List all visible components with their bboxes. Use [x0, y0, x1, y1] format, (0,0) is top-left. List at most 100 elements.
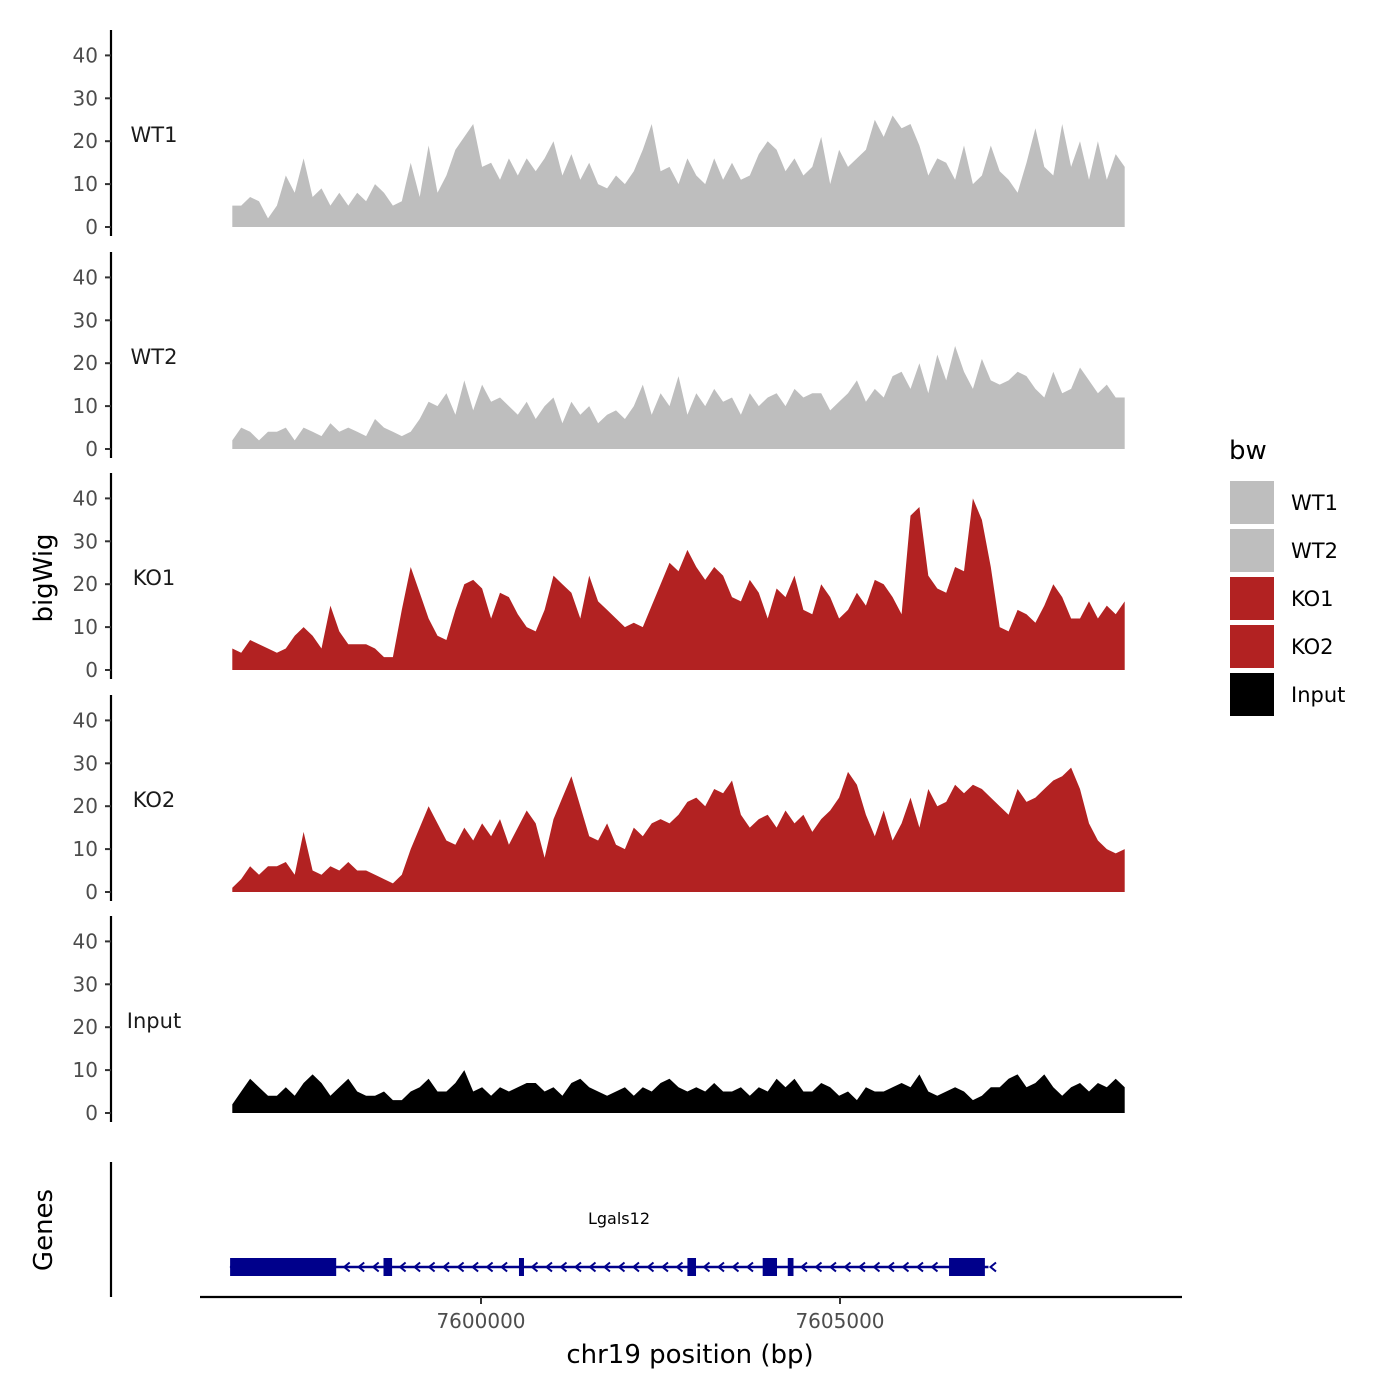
gene-exon-1 — [230, 1258, 337, 1276]
gene-strand-chevron-6 — [442, 1261, 450, 1273]
track-wt1-y-tick-label-30: 30 — [73, 86, 98, 110]
track-ko2-y-tick-label-0: 0 — [85, 880, 98, 904]
signal-tracks: 0 10 20 30 40 WT1 0 10 20 30 40 WT2 0 10 20 30 40 KO1 0 10 2… — [73, 30, 1125, 1125]
legend-label-ko2: KO2 — [1291, 635, 1334, 659]
gene-end-chevron-1 — [988, 1261, 997, 1273]
legend-key-ko1 — [1230, 577, 1274, 620]
gene-strand-chevron-10 — [500, 1261, 508, 1273]
gene-strand-chevron-30 — [857, 1261, 866, 1273]
track-wt2-y-tick-label-10: 10 — [73, 394, 98, 418]
gene-strand-chevron-7 — [456, 1261, 465, 1273]
y-axis-title: bigWig — [29, 533, 59, 622]
gene-strand-chevron-14 — [573, 1261, 582, 1273]
track-wt1-y-tick-label-20: 20 — [73, 129, 98, 153]
track-wt1-y-tick-label-40: 40 — [73, 43, 98, 67]
gene-strand-chevron-27 — [814, 1261, 823, 1273]
track-wt2-y-tick-label-0: 0 — [85, 437, 98, 461]
track-ko1: 0 10 20 30 40 KO1 — [73, 473, 1125, 682]
gene-model — [229, 1258, 997, 1276]
legend-title: bw — [1229, 436, 1267, 466]
gene-strand-chevron-17 — [617, 1261, 626, 1273]
track-ko1-label: KO1 — [133, 566, 176, 590]
track-input-y-tick-label-20: 20 — [73, 1015, 98, 1039]
gene-strand-chevron-26 — [799, 1261, 808, 1273]
track-wt1-label: WT1 — [131, 123, 178, 147]
gene-strand-chevron-8 — [471, 1261, 479, 1273]
track-wt2-y-tick-label-20: 20 — [73, 351, 98, 375]
track-wt2-y-tick-label-40: 40 — [73, 265, 98, 289]
track-ko2-y-tick-label-30: 30 — [73, 751, 98, 775]
gene-strand-chevron-19 — [646, 1261, 655, 1273]
track-wt1-y-tick-label-10: 10 — [73, 172, 98, 196]
gene-strand-chevron-11 — [530, 1261, 539, 1273]
track-wt1-y-tick-label-0: 0 — [85, 215, 98, 239]
track-ko1-y-tick-label-30: 30 — [73, 529, 98, 553]
genes-panel: Genes Lgals12 — [29, 1162, 997, 1297]
gene-strand-chevron-3 — [398, 1261, 407, 1273]
gene-strand-chevron-5 — [427, 1261, 436, 1273]
gene-strand-chevron-21 — [675, 1261, 684, 1273]
track-input-y-tick-label-30: 30 — [73, 972, 98, 996]
gene-strand-chevron-23 — [716, 1261, 725, 1273]
legend-label-input: Input — [1291, 683, 1345, 707]
legend-key-wt2 — [1230, 529, 1274, 572]
gene-exon-6 — [787, 1258, 794, 1276]
gene-strand-chevron-25 — [745, 1261, 754, 1273]
gene-exon-5 — [762, 1258, 778, 1276]
gene-strand-chevron-9 — [485, 1261, 494, 1273]
genes-axis-title: Genes — [29, 1189, 59, 1271]
track-input-y-tick-label-0: 0 — [85, 1101, 98, 1125]
track-ko1-y-tick-label-20: 20 — [73, 572, 98, 596]
gene-strand-chevron-12 — [544, 1261, 553, 1273]
x-axis: 7600000 7605000 chr19 position (bp) — [200, 1295, 1182, 1370]
track-input: 0 10 20 30 40 Input — [73, 916, 1125, 1125]
gene-strand-chevron-13 — [559, 1261, 568, 1273]
gene-strand-chevron-31 — [872, 1261, 881, 1273]
track-input-label: Input — [127, 1009, 181, 1033]
gene-strand-chevron-22 — [702, 1261, 711, 1273]
track-wt2-area — [232, 346, 1125, 449]
track-ko2-y-tick-label-40: 40 — [73, 708, 98, 732]
legend-key-wt1 — [1230, 481, 1274, 524]
track-input-y-tick-label-10: 10 — [73, 1058, 98, 1082]
gene-strand-chevron-29 — [843, 1261, 852, 1273]
gene-strand-chevron-33 — [901, 1261, 910, 1273]
gene-strand-chevron-15 — [588, 1261, 597, 1273]
legend-label-wt2: WT2 — [1291, 539, 1338, 563]
legend-label-wt1: WT1 — [1291, 491, 1338, 515]
gene-strand-chevron-18 — [631, 1261, 640, 1273]
track-ko2-y-tick-label-20: 20 — [73, 794, 98, 818]
track-wt1: 0 10 20 30 40 WT1 — [73, 30, 1125, 239]
track-ko2: 0 10 20 30 40 KO2 — [73, 695, 1125, 904]
gene-strand-chevron-32 — [886, 1261, 895, 1273]
legend-key-ko2 — [1230, 625, 1274, 668]
track-wt2-y-tick-label-30: 30 — [73, 308, 98, 332]
gene-strand-chevron-24 — [731, 1261, 740, 1273]
gene-strand-chevron-20 — [660, 1261, 669, 1273]
track-input-y-tick-label-40: 40 — [73, 929, 98, 953]
gene-strand-chevron-35 — [930, 1261, 939, 1273]
track-ko1-area — [232, 498, 1125, 670]
gene-strand-chevron-2 — [371, 1261, 380, 1273]
x-tick-label-1: 7600000 — [436, 1309, 525, 1333]
gene-exon-2 — [383, 1258, 393, 1276]
gene-strand-chevron-34 — [915, 1261, 924, 1273]
legend: bw WT1 WT2 KO1 KO2 Input — [1229, 436, 1345, 716]
legend-label-ko1: KO1 — [1291, 587, 1334, 611]
track-input-area — [232, 1070, 1125, 1113]
gene-strand-chevron-1 — [357, 1261, 365, 1273]
x-tick-label-2: 7605000 — [795, 1309, 884, 1333]
gene-strand-chevron-0 — [342, 1261, 351, 1273]
x-axis-title: chr19 position (bp) — [566, 1340, 813, 1370]
gene-strand-chevron-16 — [602, 1261, 611, 1273]
track-ko2-y-tick-label-10: 10 — [73, 837, 98, 861]
track-wt2-label: WT2 — [131, 345, 178, 369]
gene-exon-7 — [949, 1258, 985, 1276]
track-ko1-y-tick-label-40: 40 — [73, 486, 98, 510]
gene-name-label: Lgals12 — [588, 1209, 650, 1228]
track-wt1-area — [232, 115, 1125, 227]
legend-key-input — [1230, 673, 1274, 716]
track-ko2-label: KO2 — [133, 788, 176, 812]
gene-strand-chevron-28 — [828, 1261, 837, 1273]
